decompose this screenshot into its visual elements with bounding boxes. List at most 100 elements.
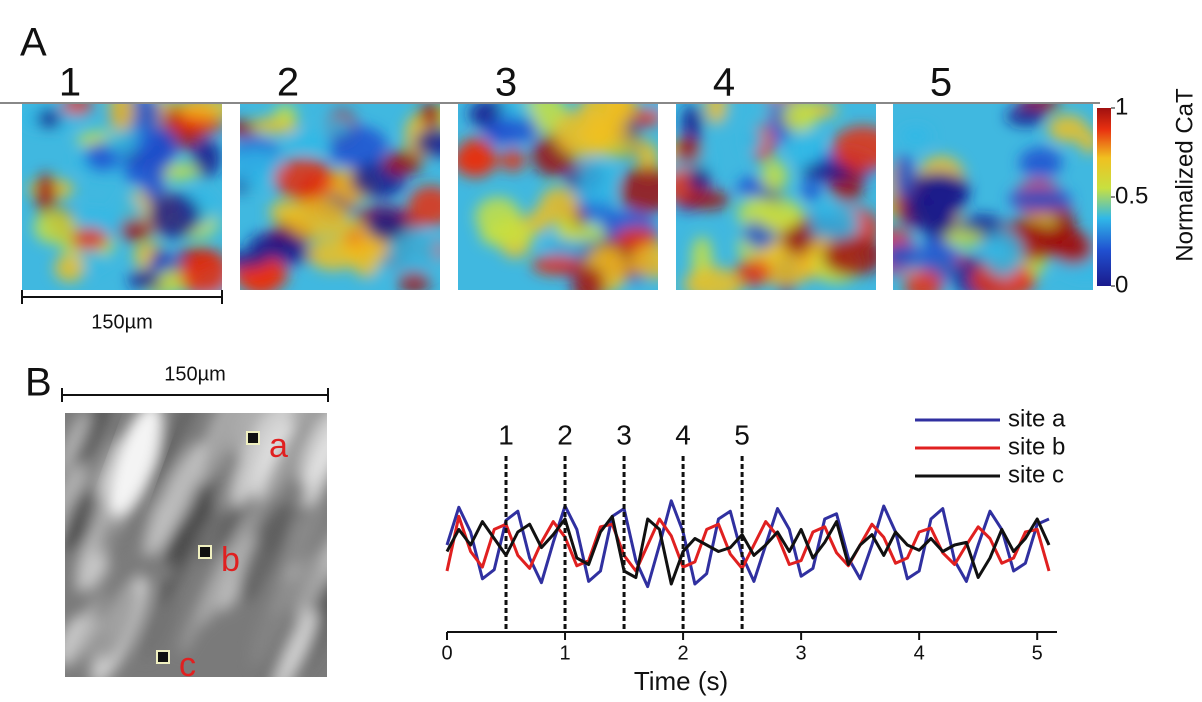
image-bright	[107, 413, 163, 517]
heatmap-blob	[981, 229, 1024, 277]
heatmap-blob	[904, 269, 943, 290]
heatmap-blob	[791, 130, 823, 169]
time-marker-label: 2	[557, 419, 573, 450]
heatmap-blob	[782, 104, 818, 133]
image-streak	[65, 615, 87, 666]
heatmap-blob	[832, 125, 876, 172]
heatmap-blob	[365, 207, 405, 242]
heatmap-blob	[500, 149, 526, 172]
scale-label: 150µm	[164, 363, 226, 385]
image-streak	[65, 413, 90, 474]
heatmap-blob	[33, 210, 77, 245]
heatmap	[458, 104, 658, 290]
colorbar-label: Normalized CaT	[1171, 88, 1198, 262]
image-streak	[214, 498, 244, 553]
frame-label: 5	[930, 61, 952, 105]
heatmap-blobs	[22, 104, 222, 290]
image-streak	[249, 614, 298, 677]
site-marker	[198, 545, 212, 559]
heatmap-blob	[743, 128, 765, 152]
image-streak	[269, 610, 317, 677]
heatmap-blob	[273, 158, 334, 200]
site-marker	[156, 650, 170, 664]
heatmap-blob	[822, 236, 876, 277]
heatmap-blob	[683, 267, 743, 290]
colorbar	[1097, 108, 1111, 286]
heatmap-blob	[1019, 147, 1063, 179]
heatmap-blob	[36, 109, 62, 129]
image-streak	[65, 481, 102, 551]
x-tick-label: 3	[796, 642, 807, 664]
heatmap-blob	[893, 154, 916, 200]
image-streak	[249, 577, 297, 667]
heatmap-blob	[142, 163, 166, 205]
x-tick-label: 5	[1032, 642, 1043, 664]
heatmap-blob	[801, 162, 853, 181]
heatmap	[22, 104, 222, 290]
image-streak	[288, 553, 326, 611]
time-marker-label: 3	[616, 419, 632, 450]
heatmap-blob	[1008, 187, 1072, 212]
legend-label: site c	[1008, 461, 1064, 488]
heatmap-blob	[1052, 230, 1093, 266]
heatmap-blob	[688, 166, 711, 192]
heatmap-blob	[69, 227, 109, 251]
frame-label: 3	[495, 61, 517, 105]
heatmap-blob	[571, 265, 606, 290]
heatmap-blob	[737, 176, 770, 198]
image-streak	[139, 594, 177, 660]
image-streak	[148, 413, 205, 492]
heatmap-blob	[128, 269, 158, 290]
image-streak	[196, 413, 252, 486]
heatmap-blob	[328, 125, 388, 169]
series-line	[445, 514, 1051, 573]
site-label: c	[179, 646, 196, 684]
heatmap-blob	[1047, 114, 1088, 143]
heatmap-blob	[475, 196, 521, 238]
gray-image	[65, 413, 327, 677]
heatmap-blob	[539, 187, 579, 224]
heatmap-blob	[274, 104, 297, 124]
legend-label: site a	[1008, 405, 1066, 432]
heatmap-blob	[286, 197, 349, 239]
heatmap-blob	[119, 218, 151, 242]
colorbar-tick-label: 1	[1115, 93, 1128, 120]
heatmap-blob	[942, 229, 985, 247]
heatmap-blob	[458, 137, 495, 178]
heatmap-blob	[54, 254, 85, 283]
heatmap-blob	[801, 180, 822, 201]
heatmap-blob	[681, 105, 704, 140]
heatmap-blob	[809, 202, 860, 245]
series-line	[445, 514, 1051, 586]
panel-label: B	[25, 361, 52, 405]
heatmap-blob	[735, 258, 772, 287]
heatmap-blobs	[458, 104, 658, 290]
heatmap-blob	[419, 104, 440, 127]
x-tick-label: 2	[678, 642, 689, 664]
scale-label: 150µm	[91, 311, 153, 333]
heatmap-blob	[327, 117, 351, 136]
heatmap-blob	[307, 238, 360, 271]
image-streak	[232, 413, 293, 508]
heatmap-blob	[572, 123, 632, 145]
image-streak	[201, 514, 256, 626]
image-streak	[238, 502, 293, 603]
heatmap-blob	[136, 125, 178, 174]
heatmap-blob	[240, 250, 270, 269]
heatmap-blob	[109, 104, 135, 133]
heatmap-blob	[618, 166, 658, 214]
heatmap-blob	[682, 189, 731, 210]
heatmap-blob	[912, 176, 966, 220]
heatmap-blob	[1005, 106, 1046, 127]
image-streak	[146, 442, 205, 557]
image-streak	[258, 419, 308, 517]
heatmap-blob	[397, 270, 431, 290]
heatmap-blob	[603, 104, 629, 124]
heatmap-blob	[900, 127, 932, 145]
heatmap-blob	[387, 228, 440, 274]
heatmap-blob	[760, 160, 788, 192]
time-marker-label: 4	[675, 419, 691, 450]
heatmap-blob	[629, 244, 658, 279]
heatmap-blob	[180, 249, 222, 290]
heatmap	[893, 104, 1093, 290]
